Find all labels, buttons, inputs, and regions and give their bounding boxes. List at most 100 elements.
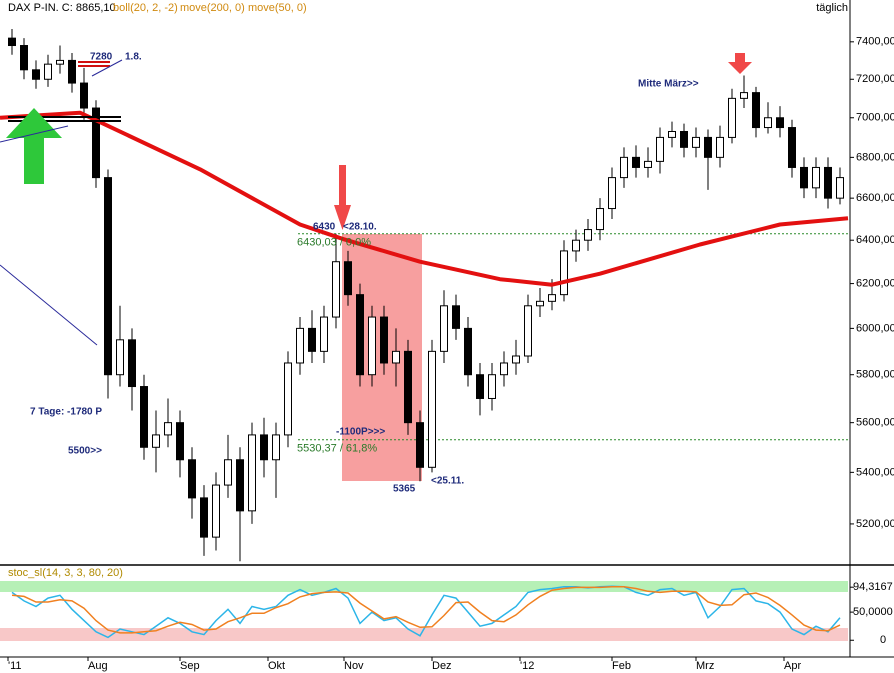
annotation: 7 Tage: -1780 P — [30, 407, 102, 418]
x-tick-label: Sep — [180, 660, 200, 672]
y-tick-label: 6200,00 — [856, 277, 894, 289]
pointer — [0, 264, 98, 346]
candle-body — [56, 59, 64, 65]
candle-body — [656, 136, 664, 162]
y-tick-label: 94,3167 — [853, 581, 893, 593]
candle-body — [752, 92, 760, 129]
y-tick-label: 7400,00 — [856, 36, 894, 48]
candle-body — [332, 261, 340, 318]
indicator-label: move(200, 0) — [180, 2, 245, 14]
stochastic-line — [11, 586, 841, 634]
candle-body — [452, 305, 460, 329]
candle-body — [200, 497, 208, 538]
y-tick-label: 5400,00 — [856, 466, 894, 478]
annotation: 6430 — [313, 222, 336, 233]
candle-body — [740, 92, 748, 99]
candle-body — [44, 63, 52, 80]
candle-body — [164, 422, 172, 436]
candle-body — [140, 386, 148, 448]
stoch-title: stoc_sl(14, 3, 3, 80, 20) — [8, 567, 123, 579]
candle-body — [176, 422, 184, 461]
candle-body — [284, 362, 292, 436]
candle-body — [32, 69, 40, 80]
candle-body — [764, 117, 772, 129]
y-tick-label: 0 — [880, 634, 886, 646]
candle-body — [788, 127, 796, 168]
x-tick-label: Aug — [88, 660, 108, 672]
y-tick-label: 6600,00 — [856, 192, 894, 204]
candle-body — [320, 316, 328, 352]
annotation: 5365 — [393, 484, 416, 495]
candle-body — [584, 229, 592, 241]
candle-body — [92, 107, 100, 179]
candle-body — [188, 459, 196, 499]
oversold-band — [0, 628, 848, 641]
candle-body — [620, 156, 628, 179]
candle-body — [440, 305, 448, 352]
y-tick-label: 7200,00 — [856, 73, 894, 85]
moving-average-line — [0, 110, 849, 287]
indicator-label: boll(20, 2, -2) — [113, 2, 178, 14]
x-tick-label: Dez — [432, 660, 452, 672]
annotation: <25.11. — [431, 476, 464, 487]
candle-body — [704, 136, 712, 158]
candle-body — [272, 434, 280, 461]
candle-body — [548, 294, 556, 302]
candle-body — [296, 327, 304, 364]
y-tick-label: 6000,00 — [856, 322, 894, 334]
annotation: 5500>> — [68, 446, 102, 457]
candle-body — [248, 434, 256, 512]
candle-body — [128, 339, 136, 388]
candle-body — [488, 374, 496, 399]
candle-body — [404, 350, 412, 424]
candle-body — [716, 136, 724, 158]
x-tick-label: '12 — [520, 660, 534, 672]
fib-label: 6430,03 / 0,0% — [297, 237, 371, 249]
candle-body — [356, 294, 364, 376]
y-tick-label: 6400,00 — [856, 234, 894, 246]
period-label: täglich — [816, 2, 848, 14]
x-tick-label: Apr — [784, 660, 801, 672]
y-tick-label: 5800,00 — [856, 369, 894, 381]
candle-body — [668, 130, 676, 138]
candle-body — [224, 459, 232, 486]
candle-body — [524, 305, 532, 357]
candle-body — [644, 160, 652, 168]
candle-body — [608, 177, 616, 210]
x-tick-label: Okt — [268, 660, 285, 672]
annotation: Mitte März>> — [638, 79, 699, 90]
down-arrow — [728, 53, 752, 74]
candle-body — [572, 239, 580, 252]
candle-body — [104, 177, 112, 376]
candle-body — [80, 82, 88, 109]
annotation: 7280 — [90, 52, 113, 63]
candle-body — [308, 327, 316, 352]
y-tick-label: 50,0000 — [853, 606, 893, 618]
candle-body — [8, 37, 16, 47]
x-tick-label: Feb — [612, 660, 631, 672]
y-tick-label: 6800,00 — [856, 151, 894, 163]
x-tick-label: Mrz — [696, 660, 714, 672]
y-tick-label: 5200,00 — [856, 518, 894, 530]
candle-body — [68, 59, 76, 84]
candle-body — [692, 136, 700, 148]
main-layer: 6430,03 / 0,0% 5530,37 / 61,8% — [0, 28, 849, 562]
candle-body — [464, 327, 472, 376]
up-arrow — [6, 108, 62, 184]
fib-label: 5530,37 / 61,8% — [297, 443, 377, 455]
candle-body — [596, 208, 604, 231]
annotation: <28.10. — [343, 222, 377, 233]
candle-body — [260, 434, 268, 461]
candle-body — [428, 350, 436, 468]
candle-body — [824, 166, 832, 199]
candle-body — [800, 166, 808, 189]
candle-body — [836, 177, 844, 199]
candle-body — [344, 261, 352, 296]
candle-body — [380, 316, 388, 364]
candle-body — [812, 166, 820, 189]
pointer — [0, 125, 69, 143]
candle-body — [560, 250, 568, 296]
candle-body — [20, 45, 28, 71]
annotation: -1100P>>> — [336, 427, 385, 438]
candle-body — [212, 484, 220, 538]
